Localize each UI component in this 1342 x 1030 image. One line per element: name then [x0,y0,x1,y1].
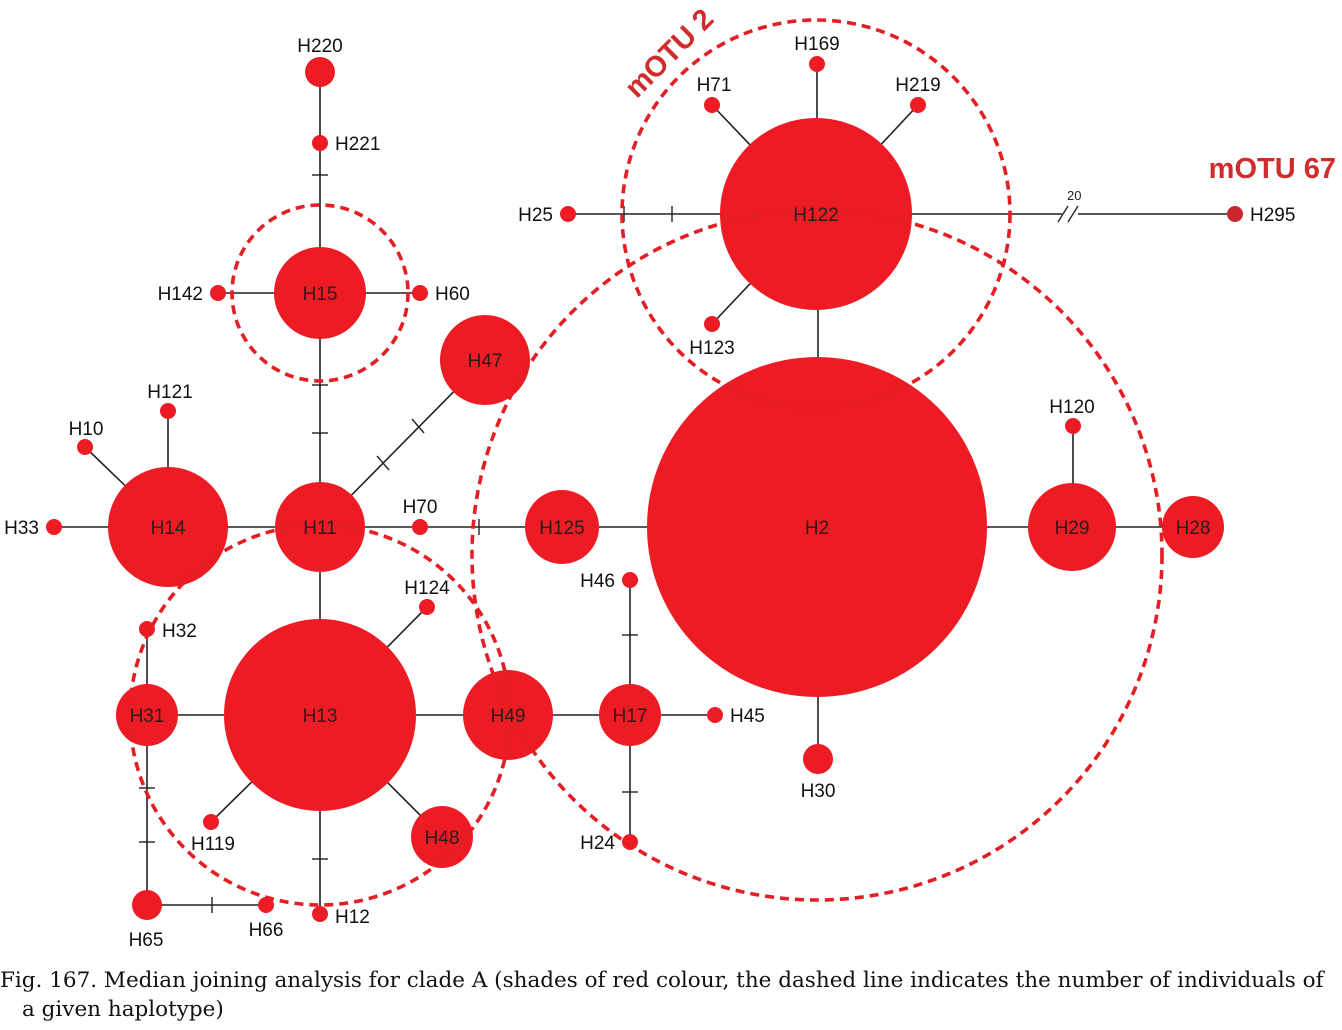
label-h66: H66 [249,920,284,941]
node-h15 [274,247,366,339]
label-h12: H12 [335,907,370,928]
label-h65: H65 [129,930,164,951]
inner-labels: H2 H13 H122 H14 H15 H11 H47 H49 H29 H125… [130,205,1211,849]
label-h120: H120 [1049,397,1094,418]
node-h48 [411,806,473,868]
node-h119 [203,814,219,830]
mutation-ticks: 20 [139,174,1081,913]
node-h33 [46,519,62,535]
node-h17 [599,684,661,746]
node-h70 [412,519,428,535]
label-h71: H71 [697,75,732,96]
label-h45: H45 [730,706,765,727]
group-rings [128,18,1164,907]
node-h219 [910,97,926,113]
label-h47: H47 [468,351,503,372]
label-h13: H13 [303,706,338,727]
node-h47 [440,315,530,405]
node-h121 [160,403,176,419]
label-h60: H60 [435,284,470,305]
label-h2: H2 [805,518,829,539]
node-h25 [560,206,576,222]
label-h219: H219 [895,75,940,96]
group-label-motu67: mOTU 67 [1209,153,1336,185]
label-h125: H125 [539,518,584,539]
label-h30: H30 [801,781,836,802]
node-h30 [803,744,833,774]
haplotype-network: 20 [4,3,1336,951]
ring-h15 [230,203,410,383]
node-h28 [1162,496,1224,558]
node-h122 [720,118,912,310]
node-h10 [77,439,93,455]
tick-h11-h47-a [376,455,390,471]
label-h15: H15 [303,284,338,305]
label-h121: H121 [147,382,192,403]
label-h295: H295 [1250,205,1295,226]
label-h46: H46 [580,571,615,592]
node-h123 [704,316,720,332]
node-h124 [419,599,435,615]
outer-labels: H220 H221 H142 H60 H121 H10 H33 H70 H25 … [4,34,1295,951]
label-h220: H220 [297,36,342,57]
label-h29: H29 [1055,518,1090,539]
node-h46 [622,572,638,588]
node-h24 [622,834,638,850]
label-h70: H70 [403,497,438,518]
label-h32: H32 [162,621,197,642]
label-h169: H169 [794,34,839,55]
node-h65 [132,890,162,920]
node-h71 [704,97,720,113]
label-h48: H48 [425,828,460,849]
node-h12 [312,906,328,922]
label-h33: H33 [4,518,39,539]
label-h124: H124 [404,578,450,599]
node-h29 [1028,483,1116,571]
node-h295 [1227,206,1243,222]
node-h142 [210,285,226,301]
branch-break-mark-a [1057,205,1069,223]
node-h66 [258,897,274,913]
node-h220 [305,57,335,87]
label-h28: H28 [1176,518,1211,539]
label-h11: H11 [303,518,336,539]
label-h25: H25 [518,205,553,226]
label-h142: H142 [158,284,203,305]
haplotype-nodes [46,56,1243,922]
node-h125 [525,490,599,564]
node-h31 [116,684,178,746]
label-h221: H221 [335,134,380,155]
node-h14 [108,467,228,587]
label-h123: H123 [689,338,734,359]
node-h49 [463,670,553,760]
label-h49: H49 [491,706,526,727]
node-h13 [224,619,416,811]
ring-h2 [470,208,1164,902]
node-h32 [139,621,155,637]
node-h11 [275,482,365,572]
label-h122: H122 [793,205,838,226]
ring-h122 [620,18,1012,410]
label-h24: H24 [580,833,615,854]
node-h169 [809,56,825,72]
label-h119: H119 [191,834,235,855]
label-h14: H14 [151,518,186,539]
figure-caption: Fig. 167. Median joining analysis for cl… [0,968,1324,1022]
tick-h11-h47-b [411,418,425,434]
node-h45 [707,707,723,723]
node-h120 [1065,418,1081,434]
node-h221 [312,135,328,151]
label-h17: H17 [613,706,648,727]
label-h31: H31 [130,706,165,727]
node-h2 [647,357,987,697]
branch-length-label: 20 [1067,188,1081,203]
branch-break-mark-b [1067,205,1079,223]
label-h10: H10 [69,419,104,440]
node-h60 [412,285,428,301]
